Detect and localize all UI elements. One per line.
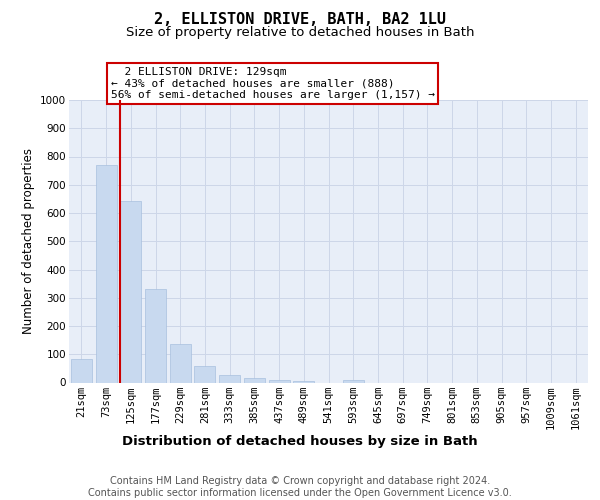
Text: Contains HM Land Registry data © Crown copyright and database right 2024.
Contai: Contains HM Land Registry data © Crown c… <box>88 476 512 498</box>
Bar <box>244 378 265 382</box>
Bar <box>269 380 290 382</box>
Bar <box>293 381 314 382</box>
Text: 2 ELLISTON DRIVE: 129sqm
← 43% of detached houses are smaller (888)
56% of semi-: 2 ELLISTON DRIVE: 129sqm ← 43% of detach… <box>110 67 434 100</box>
Bar <box>120 201 141 382</box>
Bar <box>71 360 92 382</box>
Bar <box>95 165 116 382</box>
Bar <box>145 288 166 382</box>
Y-axis label: Number of detached properties: Number of detached properties <box>22 148 35 334</box>
Bar <box>194 366 215 382</box>
Bar <box>170 344 191 383</box>
Bar <box>343 380 364 382</box>
Text: Size of property relative to detached houses in Bath: Size of property relative to detached ho… <box>126 26 474 39</box>
Text: 2, ELLISTON DRIVE, BATH, BA2 1LU: 2, ELLISTON DRIVE, BATH, BA2 1LU <box>154 12 446 28</box>
Text: Distribution of detached houses by size in Bath: Distribution of detached houses by size … <box>122 435 478 448</box>
Bar <box>219 376 240 382</box>
